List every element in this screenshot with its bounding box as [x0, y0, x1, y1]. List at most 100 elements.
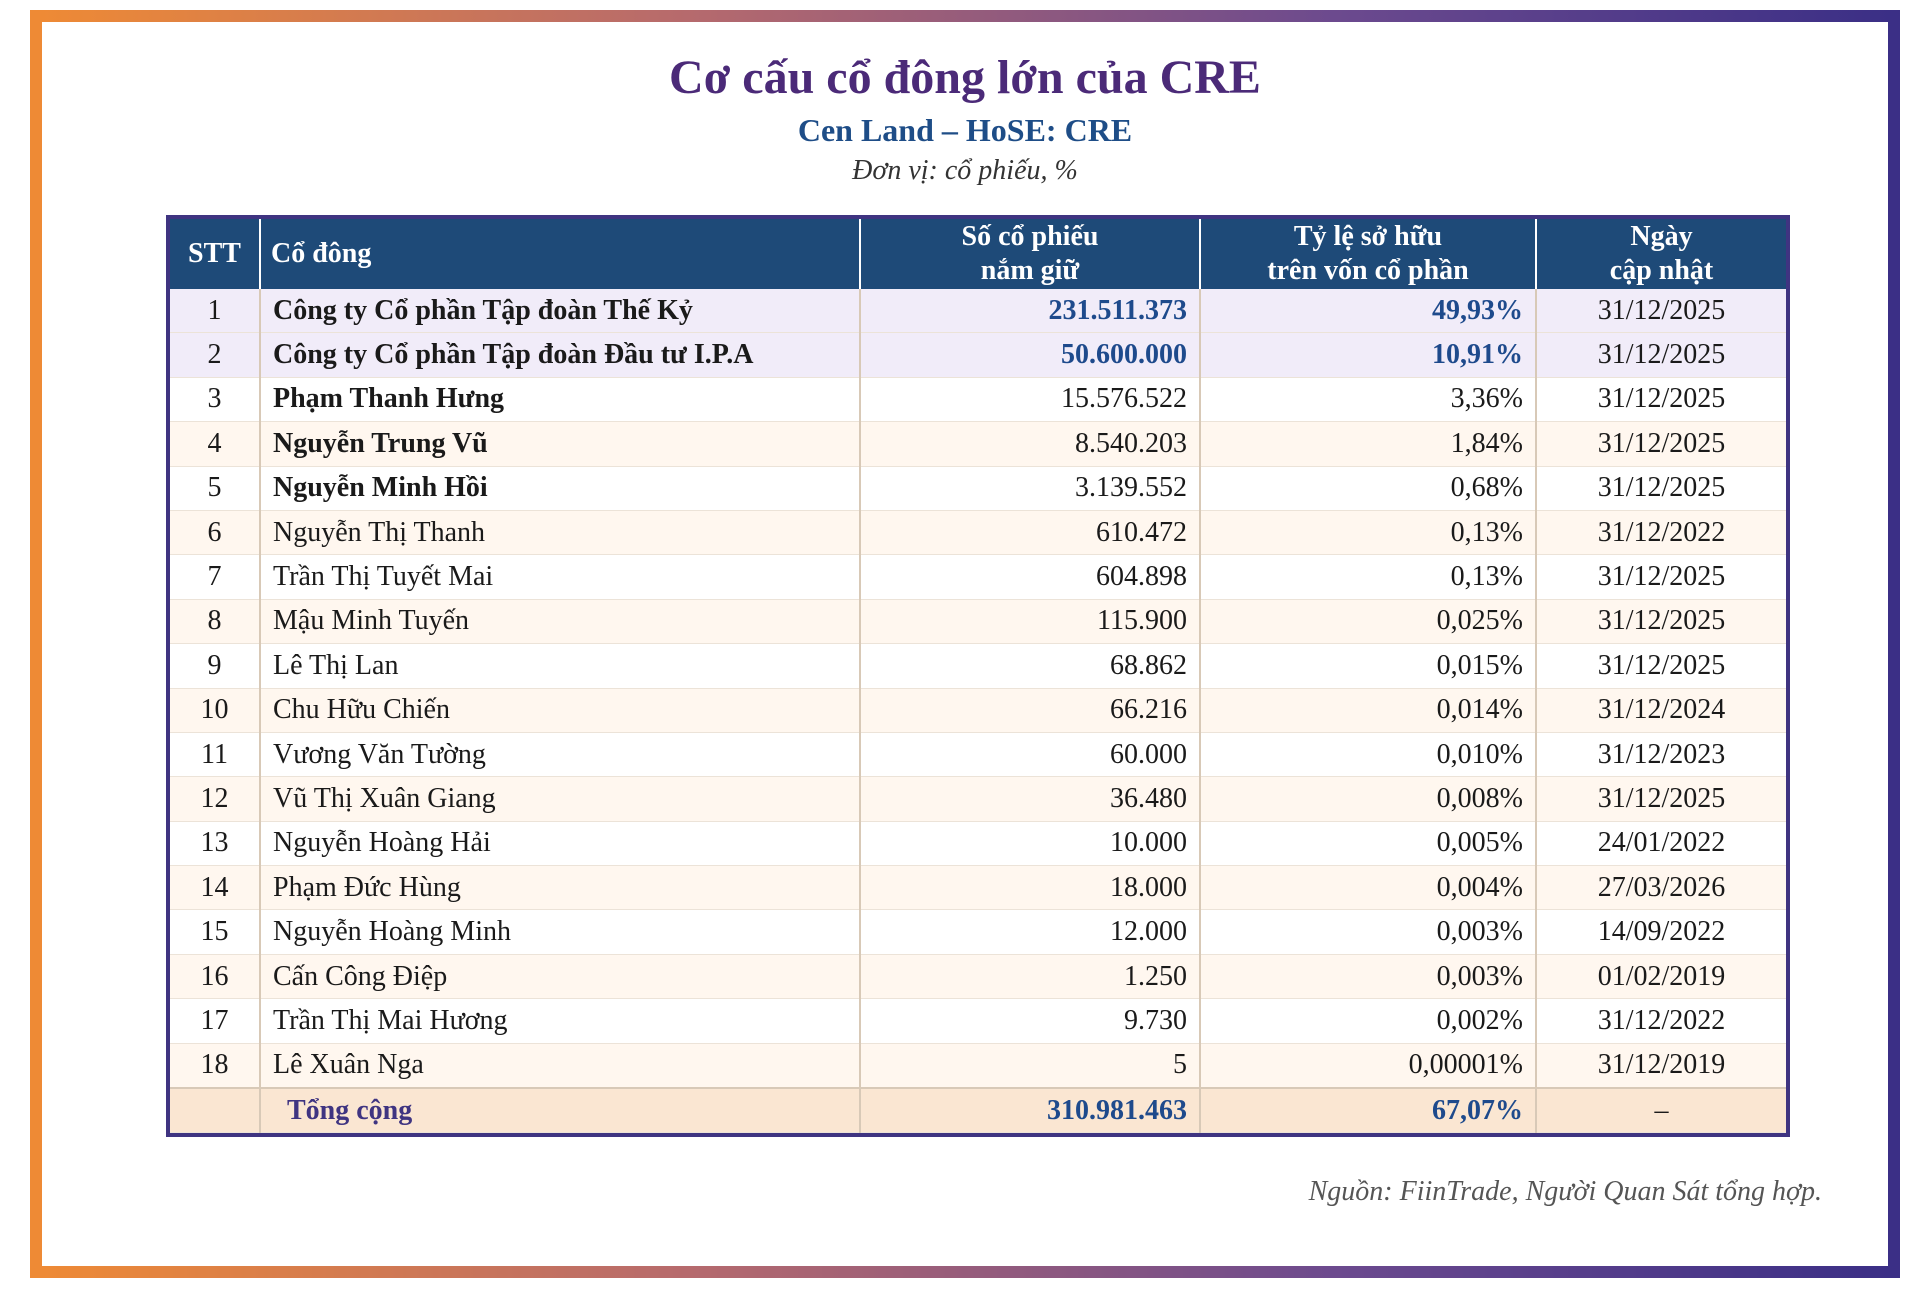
cell-stt: 16	[170, 954, 261, 1000]
cell-shares: 9.730	[860, 998, 1201, 1044]
header-ratio: Tỷ lệ sở hữu trên vốn cổ phần	[1200, 219, 1537, 289]
cell-shares: 1.250	[860, 954, 1201, 1000]
source-note: Nguồn: FiinTrade, Người Quan Sát tổng hợ…	[1308, 1176, 1822, 1207]
page-title: Cơ cấu cổ đông lớn của CRE	[669, 51, 1261, 104]
cell-shareholder: Vũ Thị Xuân Giang	[260, 776, 861, 822]
header-ratio-line1: Tỷ lệ sở hữu	[1293, 221, 1443, 252]
cell-date: 31/12/2025	[1536, 421, 1786, 467]
table-header-row: STT Cổ đông Số cổ phiếu nắm giữ Tỷ lệ sở…	[170, 219, 1786, 289]
cell-ratio: 0,13%	[1200, 554, 1537, 600]
cell-shareholder: Nguyễn Hoàng Hải	[260, 821, 861, 867]
table-row: 2 Công ty Cổ phần Tập đoàn Đầu tư I.P.A 50…	[170, 332, 1786, 378]
header-shares-line1: Số cổ phiếu	[961, 221, 1099, 252]
cell-stt: 15	[170, 909, 261, 955]
cell-date: 24/01/2022	[1536, 821, 1786, 867]
cell-ratio: 0,005%	[1200, 821, 1537, 867]
cell-ratio: 0,014%	[1200, 688, 1537, 733]
cell-shareholder: Nguyễn Minh Hồi	[260, 466, 861, 511]
cell-date: 27/03/2026	[1536, 865, 1786, 911]
cell-date: 31/12/2022	[1536, 510, 1786, 556]
total-cell-stt	[170, 1087, 261, 1134]
report-frame: Cơ cấu cổ đông lớn của CRE Cen Land – Ho…	[30, 10, 1900, 1278]
cell-stt: 10	[170, 688, 261, 733]
cell-stt: 13	[170, 821, 261, 867]
cell-stt: 5	[170, 466, 261, 511]
cell-ratio: 0,025%	[1200, 599, 1537, 645]
cell-ratio: 0,010%	[1200, 732, 1537, 778]
header-ratio-line2: trên vốn cổ phần	[1267, 255, 1469, 286]
cell-date: 31/12/2023	[1536, 732, 1786, 778]
cell-date: 31/12/2024	[1536, 688, 1786, 733]
cell-ratio: 0,13%	[1200, 510, 1537, 556]
table-body: 1 Công ty Cổ phần Tập đoàn Thế Kỷ 231.511.…	[170, 289, 1786, 1134]
cell-shareholder: Chu Hữu Chiến	[260, 688, 861, 733]
header-stt: STT	[170, 219, 261, 289]
cell-ratio: 0,008%	[1200, 776, 1537, 822]
shareholder-table: STT Cổ đông Số cổ phiếu nắm giữ Tỷ lệ sở…	[170, 219, 1786, 1134]
cell-stt: 3	[170, 377, 261, 423]
cell-shareholder: Phạm Thanh Hưng	[260, 377, 861, 423]
cell-shares: 10.000	[860, 821, 1201, 867]
cell-shares: 115.900	[860, 599, 1201, 645]
cell-shares: 3.139.552	[860, 466, 1201, 511]
cell-shares: 12.000	[860, 909, 1201, 955]
header-date-line1: Ngày	[1630, 221, 1693, 252]
cell-shareholder: Trần Thị Tuyết Mai	[260, 554, 861, 600]
cell-stt: 11	[170, 732, 261, 778]
cell-shares: 50.600.000	[860, 332, 1201, 378]
cell-date: 31/12/2019	[1536, 1043, 1786, 1089]
cell-date: 31/12/2025	[1536, 332, 1786, 378]
cell-shares: 5	[860, 1043, 1201, 1089]
shareholder-table-container: STT Cổ đông Số cổ phiếu nắm giữ Tỷ lệ sở…	[166, 215, 1790, 1138]
table-row: 12 Vũ Thị Xuân Giang 36.480 0,008% 31/12/202…	[170, 776, 1786, 822]
total-row: Tổng cộng 310.981.463 67,07% –	[170, 1087, 1786, 1134]
cell-shareholder: Nguyễn Thị Thanh	[260, 510, 861, 556]
cell-shares: 604.898	[860, 554, 1201, 600]
total-cell-ratio: 67,07%	[1200, 1087, 1537, 1134]
cell-shares: 610.472	[860, 510, 1201, 556]
cell-shares: 15.576.522	[860, 377, 1201, 423]
cell-ratio: 0,002%	[1200, 998, 1537, 1044]
table-row: 8 Mậu Minh Tuyến 115.900 0,025% 31/12/2025	[170, 599, 1786, 645]
table-row: 1 Công ty Cổ phần Tập đoàn Thế Kỷ 231.511.…	[170, 289, 1786, 334]
cell-ratio: 0,00001%	[1200, 1043, 1537, 1089]
cell-ratio: 49,93%	[1200, 289, 1537, 334]
table-row: 3 Phạm Thanh Hưng 15.576.522 3,36% 31/12/202…	[170, 377, 1786, 423]
cell-date: 01/02/2019	[1536, 954, 1786, 1000]
cell-shareholder: Công ty Cổ phần Tập đoàn Thế Kỷ	[260, 289, 861, 334]
total-cell-shareholder: Tổng cộng	[260, 1087, 861, 1134]
table-row: 16 Cấn Công Điệp 1.250 0,003% 01/02/2019	[170, 954, 1786, 1000]
cell-stt: 7	[170, 554, 261, 600]
header-date-line2: cập nhật	[1609, 255, 1714, 286]
cell-shareholder: Lê Thị Lan	[260, 643, 861, 689]
cell-shares: 36.480	[860, 776, 1201, 822]
cell-date: 31/12/2025	[1536, 643, 1786, 689]
cell-shareholder: Lê Xuân Nga	[260, 1043, 861, 1089]
cell-stt: 17	[170, 998, 261, 1044]
cell-shares: 18.000	[860, 865, 1201, 911]
cell-date: 31/12/2025	[1536, 289, 1786, 334]
cell-stt: 8	[170, 599, 261, 645]
cell-shareholder: Cấn Công Điệp	[260, 954, 861, 1000]
cell-ratio: 0,68%	[1200, 466, 1537, 511]
cell-stt: 4	[170, 421, 261, 467]
cell-ratio: 3,36%	[1200, 377, 1537, 423]
table-row: 5 Nguyễn Minh Hồi 3.139.552 0,68% 31/12/2025	[170, 466, 1786, 511]
cell-shares: 66.216	[860, 688, 1201, 733]
total-cell-shares: 310.981.463	[860, 1087, 1201, 1134]
cell-stt: 2	[170, 332, 261, 378]
cell-date: 14/09/2022	[1536, 909, 1786, 955]
table-row: 13 Nguyễn Hoàng Hải 10.000 0,005% 24/01/2022	[170, 821, 1786, 867]
cell-shareholder: Nguyễn Hoàng Minh	[260, 909, 861, 955]
cell-stt: 18	[170, 1043, 261, 1089]
header-shares: Số cổ phiếu nắm giữ	[860, 219, 1201, 289]
cell-date: 31/12/2025	[1536, 776, 1786, 822]
total-cell-date: –	[1536, 1087, 1786, 1134]
cell-stt: 14	[170, 865, 261, 911]
table-row: 9 Lê Thị Lan 68.862 0,015% 31/12/2025	[170, 643, 1786, 689]
table-row: 10 Chu Hữu Chiến 66.216 0,014% 31/12/2024	[170, 688, 1786, 733]
cell-ratio: 0,015%	[1200, 643, 1537, 689]
cell-stt: 12	[170, 776, 261, 822]
header-shares-line2: nắm giữ	[980, 255, 1080, 286]
table-row: 18 Lê Xuân Nga 5 0,00001% 31/12/2019	[170, 1043, 1786, 1089]
